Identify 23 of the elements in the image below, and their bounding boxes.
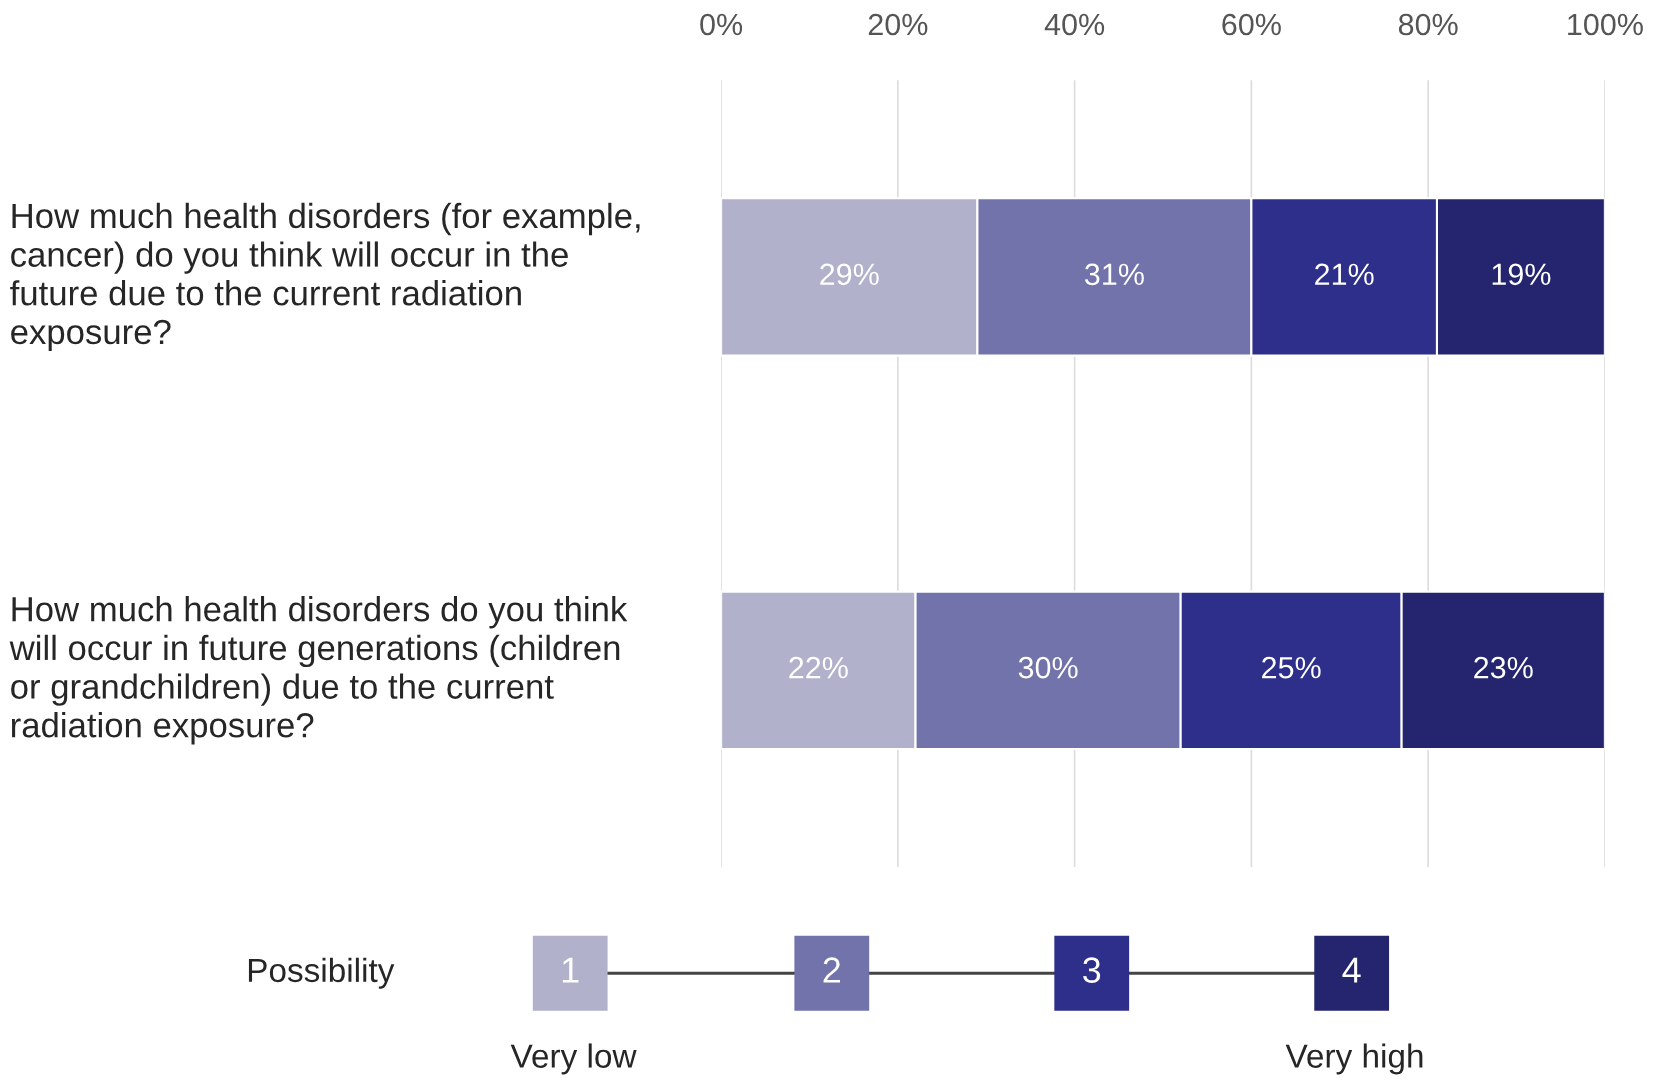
- x-tick-label: 60%: [1222, 13, 1281, 36]
- text: Very high: [1285, 1043, 1423, 1075]
- x-tick-label: 80%: [1398, 13, 1458, 36]
- legend-title: Possibility: [248, 957, 395, 989]
- text: 4: [1342, 957, 1361, 983]
- y-tick-label: How much health disorders (for example, cancer) do you think will occur in the future due to the current radiation exposure?: [10, 202, 640, 352]
- data-label: 21%: [1315, 263, 1374, 286]
- x-tick-label: 100%: [1568, 13, 1643, 36]
- data-label: 25%: [1262, 656, 1321, 679]
- x-tick-label: 0%: [700, 13, 743, 36]
- data-label: 29%: [820, 263, 879, 286]
- data-label: 19%: [1492, 263, 1551, 286]
- y-tick-label: How much health disorders do you think will occur in future generations (children or grandchildren) due to the current radiation exposure?: [9, 596, 628, 745]
- data-label: 22%: [789, 656, 848, 679]
- x-tick-label: 20%: [868, 13, 928, 36]
- text: 1: [562, 957, 579, 983]
- data-label: 23%: [1474, 656, 1533, 679]
- text: 3: [1083, 957, 1101, 983]
- text: 2: [823, 957, 841, 983]
- data-label: 30%: [1018, 656, 1078, 679]
- text: Very low: [510, 1043, 637, 1075]
- data-label: 31%: [1084, 263, 1144, 286]
- x-tick-label: 40%: [1044, 13, 1105, 36]
